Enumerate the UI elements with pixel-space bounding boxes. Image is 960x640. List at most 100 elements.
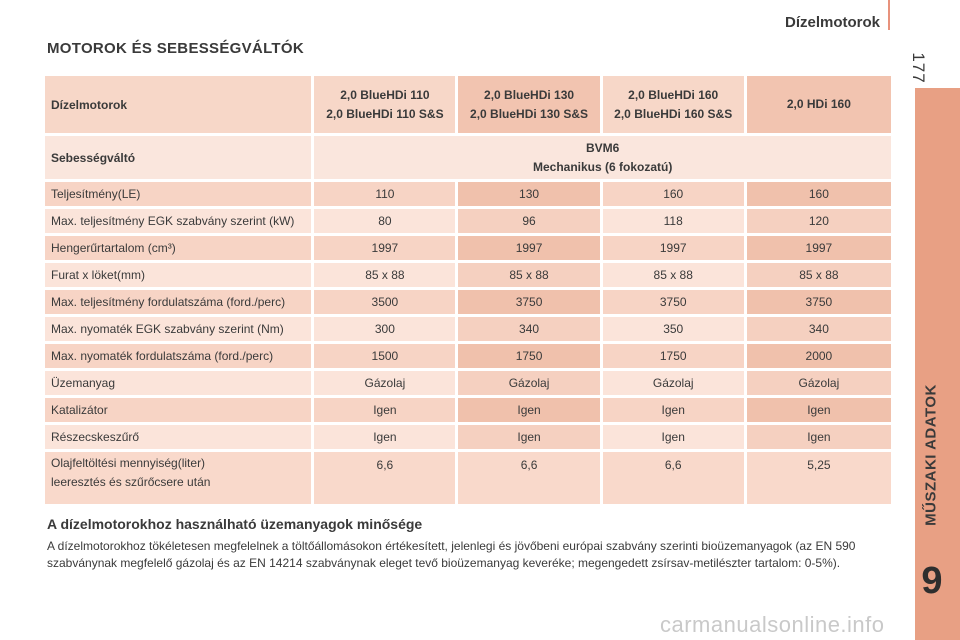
section-title: MOTOROK ÉS SEBESSÉGVÁLTÓK (47, 40, 304, 57)
gearbox-value-cell: BVM6 Mechanikus (6 fokozatú) (314, 136, 891, 179)
row-value-cell: Gázolaj (314, 371, 459, 395)
row-value-cell: 1500 (314, 344, 459, 368)
row-value-cell: 85 x 88 (314, 263, 459, 287)
row-value-cell: Igen (314, 425, 459, 449)
row-label-cell: Hengerűrtartalom (cm³) (45, 236, 315, 260)
fuel-quality-body: A dízelmotorokhoz tökéletesen megfelelne… (47, 539, 856, 570)
engine-name: 2,0 HDi 160 (786, 97, 851, 111)
engine-header-cell: 2,0 BlueHDi 130 2,0 BlueHDi 130 S&S (458, 76, 603, 133)
row-value-cell: Igen (746, 425, 891, 449)
engine-name: 2,0 BlueHDi 130 (484, 87, 575, 102)
table-row: Max. teljesítmény fordulatszáma (ford./p… (45, 290, 891, 314)
row-label-cell: Max. teljesítmény EGK szabvány szerint (… (45, 209, 315, 233)
row-value-cell: 3750 (458, 290, 603, 314)
row-value-cell: 3750 (746, 290, 891, 314)
row-value-cell: Igen (458, 425, 603, 449)
row-value-cell: 96 (458, 209, 603, 233)
table-row: Max. nyomaték fordulatszáma (ford./perc)… (45, 344, 891, 368)
row-label-cell: Részecskeszűrő (45, 425, 315, 449)
chapter-number: 9 (921, 560, 943, 602)
table-row: Üzemanyag Gázolaj Gázolaj Gázolaj Gázolaj (45, 371, 891, 395)
row-label-cell: Max. teljesítmény fordulatszáma (ford./p… (45, 290, 315, 314)
engine-header-cell: 2,0 HDi 160 (746, 76, 891, 133)
row-value-cell: Gázolaj (746, 371, 891, 395)
row-value-cell: Gázolaj (602, 371, 747, 395)
row-value-cell: 120 (746, 209, 891, 233)
row-value-cell: 350 (602, 317, 747, 341)
oil-label-line: Olajfeltöltési mennyiség(liter) (51, 456, 206, 470)
chapter-side-tab (915, 88, 960, 640)
gearbox-label-cell: Sebességváltó (45, 136, 315, 179)
oil-value-cell: 5,25 (746, 452, 891, 504)
row-value-cell: 85 x 88 (602, 263, 747, 287)
gearbox-code: BVM6 (585, 140, 620, 155)
fuel-quality-heading: A dízelmotorokhoz használható üzemanyago… (47, 516, 423, 532)
engine-name: 2,0 BlueHDi 110 (340, 87, 430, 102)
table-row: Max. nyomaték EGK szabvány szerint (Nm) 3… (45, 317, 891, 341)
row-value-cell: 300 (314, 317, 459, 341)
table-row: Katalizátor Igen Igen Igen Igen (45, 398, 891, 422)
row-value-cell: 80 (314, 209, 459, 233)
engine-name: 2,0 BlueHDi 160 (628, 87, 719, 102)
chapter-label-text: MŰSZAKI ADATOK (922, 384, 940, 526)
row-value-cell: 160 (746, 182, 891, 206)
row-value-cell: 1997 (746, 236, 891, 260)
header-divider (888, 0, 890, 30)
row-value-cell: 118 (602, 209, 747, 233)
row-value-cell: 160 (602, 182, 747, 206)
oil-value-cell: 6,6 (314, 452, 459, 504)
row-value-cell: 1997 (602, 236, 747, 260)
row-label-cell: Max. nyomaték fordulatszáma (ford./perc) (45, 344, 315, 368)
oil-capacity-row: Olajfeltöltési mennyiség(liter) leereszt… (45, 452, 891, 504)
oil-label-cell: Olajfeltöltési mennyiség(liter) leereszt… (45, 452, 315, 504)
row-value-cell: 85 x 88 (746, 263, 891, 287)
row-value-cell: 1997 (458, 236, 603, 260)
table-row: Max. teljesítmény EGK szabvány szerint (… (45, 209, 891, 233)
row-value-cell: 85 x 88 (458, 263, 603, 287)
row-label-cell: Üzemanyag (45, 371, 315, 395)
table-row: Furat x löket(mm) 85 x 88 85 x 88 85 x 88 85… (45, 263, 891, 287)
page-header-title: Dízelmotorok (784, 14, 880, 31)
watermark: carmanualsonline.info (660, 612, 885, 637)
gearbox-row: Sebességváltó BVM6 Mechanikus (6 fokozat… (45, 136, 891, 179)
table-row: Teljesítmény(LE) 110 130 160 160 (45, 182, 891, 206)
row-value-cell: 130 (458, 182, 603, 206)
row-value-cell: Igen (458, 398, 603, 422)
oil-value-cell: 6,6 (602, 452, 747, 504)
row-label-cell: Teljesítmény(LE) (45, 182, 315, 206)
oil-value-cell: 6,6 (458, 452, 603, 504)
row-value-cell: Igen (746, 398, 891, 422)
engine-spec-table: Dízelmotorok 2,0 BlueHDi 110 2,0 BlueHDi… (45, 73, 891, 507)
gearbox-type: Mechanikus (6 fokozatú) (532, 159, 673, 174)
engine-name-ss: 2,0 BlueHDi 110 S&S (326, 106, 444, 121)
row-value-cell: Igen (314, 398, 459, 422)
row-value-cell: Igen (602, 425, 747, 449)
row-value-cell: 3500 (314, 290, 459, 314)
chapter-label: MŰSZAKI ADATOK (916, 350, 946, 560)
engine-header-cell: 2,0 BlueHDi 110 2,0 BlueHDi 110 S&S (314, 76, 459, 133)
row-label-cell: Max. nyomaték EGK szabvány szerint (Nm) (45, 317, 315, 341)
row-value-cell: Gázolaj (458, 371, 603, 395)
row-value-cell: 110 (314, 182, 459, 206)
page-number-text: 177 (909, 52, 928, 84)
engine-header-cell: 2,0 BlueHDi 160 2,0 BlueHDi 160 S&S (602, 76, 747, 133)
row-value-cell: 2000 (746, 344, 891, 368)
oil-label-line: leeresztés és szűrőcsere után (51, 475, 211, 489)
row-value-cell: Igen (602, 398, 747, 422)
row-label-cell: Katalizátor (45, 398, 315, 422)
head-label-cell: Dízelmotorok (45, 76, 315, 133)
engine-name-ss: 2,0 BlueHDi 160 S&S (614, 106, 733, 121)
row-value-cell: 340 (458, 317, 603, 341)
row-value-cell: 3750 (602, 290, 747, 314)
row-value-cell: 1750 (602, 344, 747, 368)
row-label-cell: Furat x löket(mm) (45, 263, 315, 287)
table-row: Részecskeszűrő Igen Igen Igen Igen (45, 425, 891, 449)
row-value-cell: 1750 (458, 344, 603, 368)
page-number: 177 (908, 48, 928, 88)
engine-name-ss: 2,0 BlueHDi 130 S&S (470, 106, 589, 121)
row-value-cell: 1997 (314, 236, 459, 260)
table-header-row: Dízelmotorok 2,0 BlueHDi 110 2,0 BlueHDi… (45, 76, 891, 133)
table-row: Hengerűrtartalom (cm³) 1997 1997 1997 1997 (45, 236, 891, 260)
row-value-cell: 340 (746, 317, 891, 341)
side-tab-divider (915, 86, 960, 88)
